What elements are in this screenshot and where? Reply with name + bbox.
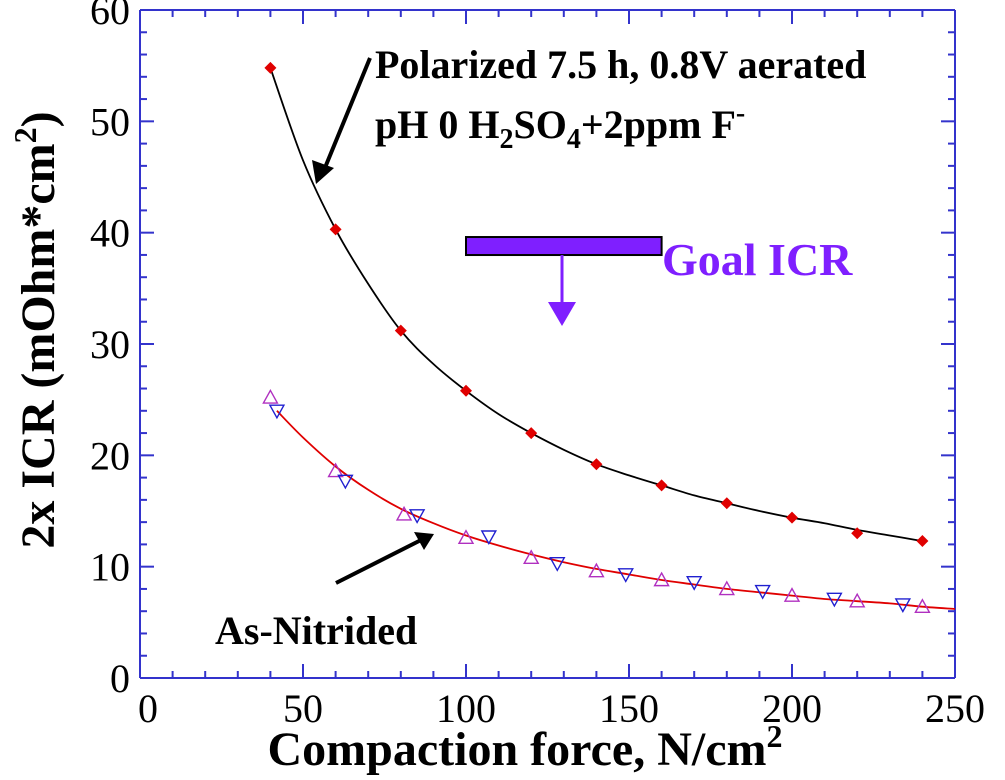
triangle-up-marker xyxy=(718,580,735,596)
diamond-marker xyxy=(786,511,798,524)
diamond-marker xyxy=(720,497,733,510)
triangle-up-marker xyxy=(849,592,866,608)
y-tick-label: 50 xyxy=(90,99,130,144)
y-tick-label: 0 xyxy=(110,656,130,701)
triangle-up-marker xyxy=(588,562,605,578)
triangle-up-marker xyxy=(262,388,279,404)
axis-ticks: 0 50 100 150 200 250 0 10 20 30 40 50 60 xyxy=(90,0,985,731)
data-points xyxy=(262,61,931,614)
triangle-down-marker xyxy=(894,598,912,613)
as-nitrided-arrow xyxy=(335,532,434,585)
goal-icr-label: Goal ICR xyxy=(662,234,853,285)
x-tick-label: 50 xyxy=(283,686,323,731)
x-tick-label: 200 xyxy=(762,686,822,731)
fit-curves xyxy=(269,67,956,610)
triangle-up-marker xyxy=(395,505,413,521)
y-tick-label: 10 xyxy=(90,545,130,590)
polarized-label-line1: Polarized 7.5 h, 0.8V aerated xyxy=(375,42,866,87)
diamond-marker xyxy=(329,223,342,236)
diamond-marker xyxy=(264,61,277,74)
diamond-marker xyxy=(590,458,603,471)
x-tick-label: 250 xyxy=(925,686,985,731)
triangle-down-marker xyxy=(617,568,634,583)
y-tick-label: 40 xyxy=(90,211,130,256)
triangle-up-marker xyxy=(914,598,931,614)
triangle-down-marker xyxy=(549,557,566,572)
diamond-marker xyxy=(916,535,929,548)
diamond-marker xyxy=(394,324,407,337)
triangle-up-marker xyxy=(523,549,540,565)
triangle-up-marker xyxy=(653,571,670,587)
y-tick-label: 60 xyxy=(90,0,130,33)
triangle-up-marker xyxy=(327,462,344,478)
triangle-down-marker xyxy=(480,530,498,546)
diamond-marker xyxy=(655,479,668,492)
triangle-down-marker xyxy=(337,474,354,490)
x-tick-label: 150 xyxy=(599,686,659,731)
triangle-up-marker xyxy=(457,529,475,545)
y-tick-label: 30 xyxy=(90,322,130,367)
as-nitrided-label: As-Nitrided xyxy=(215,608,417,653)
goal-arrowhead xyxy=(548,302,576,326)
diamond-marker xyxy=(851,527,864,540)
diamond-marker xyxy=(525,427,538,440)
fit-curve xyxy=(276,410,956,610)
diamond-marker xyxy=(460,384,472,397)
triangle-down-marker xyxy=(754,584,771,600)
triangle-down-marker xyxy=(826,592,843,608)
y-axis-title: 2x ICR (mOhm*cm2) xyxy=(7,111,65,548)
triangle-down-marker xyxy=(268,404,286,420)
x-tick-label: 100 xyxy=(436,686,496,731)
triangle-down-marker xyxy=(686,575,703,591)
goal-bar-rect xyxy=(465,236,663,257)
x-tick-label: 0 xyxy=(138,686,158,731)
triangle-down-marker xyxy=(408,509,426,524)
x-axis-title: Compaction force, N/cm2 xyxy=(268,718,783,776)
polarized-label-line2: pH 0 H2SO4+2ppm F- xyxy=(375,98,745,155)
goal-bar xyxy=(465,236,663,326)
triangle-up-marker xyxy=(783,587,801,602)
annotations: Compaction force, N/cm2 2x ICR (mOhm*cm2… xyxy=(7,42,866,776)
y-tick-label: 20 xyxy=(90,433,130,478)
polarized-arrow xyxy=(312,57,372,184)
